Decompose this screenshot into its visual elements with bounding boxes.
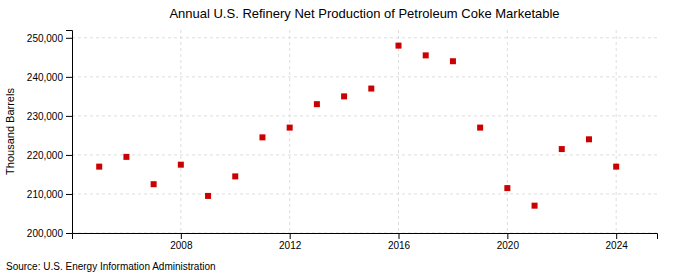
tick: 2012 xyxy=(279,233,302,251)
point xyxy=(477,125,483,131)
tick-label: 250,000 xyxy=(27,33,64,44)
point xyxy=(96,164,102,170)
tick-mark xyxy=(66,155,72,156)
point xyxy=(450,58,456,64)
point xyxy=(287,125,293,131)
x-axis: 2008 2012 2016 2020 2024 xyxy=(73,233,658,251)
tick: 2016 xyxy=(388,233,411,251)
point xyxy=(504,185,510,191)
tick-label: 230,000 xyxy=(27,111,64,122)
tick-mark xyxy=(507,233,508,239)
grid-line xyxy=(180,30,181,233)
tick-label: 240,000 xyxy=(27,72,64,83)
tick: 2020 xyxy=(497,233,520,251)
tick-label: 2008 xyxy=(170,240,193,251)
grid-line xyxy=(72,115,657,116)
tick-mark xyxy=(290,233,291,239)
grid-line xyxy=(72,37,657,38)
point xyxy=(559,146,565,152)
grid-line xyxy=(398,30,399,233)
tick-label: 2016 xyxy=(388,240,411,251)
axis-line xyxy=(73,234,658,240)
point xyxy=(341,93,347,99)
grid-line xyxy=(507,30,508,233)
tick-label: 200,000 xyxy=(27,228,64,239)
chart: 2008 2012 2016 2020 2024 200,000 210,000 220,00… xyxy=(0,0,675,275)
tick-label: 2024 xyxy=(606,240,629,251)
tick-mark xyxy=(399,233,400,239)
title: Annual U.S. Refinery Net Production of P… xyxy=(169,6,559,21)
tick: 210,000 xyxy=(27,189,72,200)
tick: 2008 xyxy=(170,233,193,251)
tick: 240,000 xyxy=(27,72,72,83)
grid-line xyxy=(72,193,657,194)
grid-line xyxy=(616,30,617,233)
point xyxy=(368,86,374,92)
tick-label: 210,000 xyxy=(27,189,64,200)
points xyxy=(96,43,619,209)
tick: 2024 xyxy=(606,233,629,251)
plot: 2008 2012 2016 2020 2024 200,000 210,000 220,00… xyxy=(27,30,658,251)
grid-line xyxy=(72,76,657,77)
y-axis-title: Thousand Barrels xyxy=(4,88,16,175)
point xyxy=(532,203,538,209)
tick: 220,000 xyxy=(27,150,72,161)
point xyxy=(396,43,402,49)
point xyxy=(586,136,592,142)
axis-line xyxy=(66,31,73,234)
y-axis: 200,000 210,000 220,000 230,000 240,000 250,0… xyxy=(27,31,73,239)
tick-mark xyxy=(66,116,72,117)
point xyxy=(613,164,619,170)
tick: 230,000 xyxy=(27,111,72,122)
source: Source: U.S. Energy Information Administ… xyxy=(6,261,216,272)
tick-mark xyxy=(616,233,617,239)
tick-mark xyxy=(66,233,72,234)
tick-mark xyxy=(66,194,72,195)
point xyxy=(423,52,429,58)
tick-label: 220,000 xyxy=(27,150,64,161)
point xyxy=(151,181,157,187)
point xyxy=(178,162,184,168)
point xyxy=(259,134,265,140)
grid xyxy=(72,30,657,233)
tick: 200,000 xyxy=(27,228,72,239)
grid-line xyxy=(289,30,290,233)
tick-label: 2012 xyxy=(279,240,302,251)
tick-mark xyxy=(66,77,72,78)
point xyxy=(232,173,238,179)
grid-line xyxy=(72,154,657,155)
tick: 250,000 xyxy=(27,33,72,44)
tick-mark xyxy=(66,38,72,39)
tick-mark xyxy=(181,233,182,239)
point xyxy=(205,193,211,199)
point xyxy=(314,101,320,107)
point xyxy=(123,154,129,160)
tick-label: 2020 xyxy=(497,240,520,251)
